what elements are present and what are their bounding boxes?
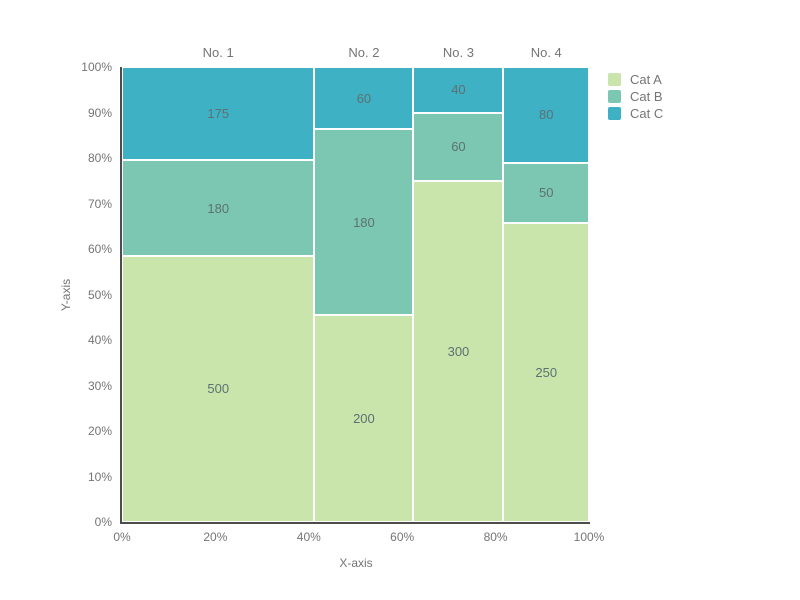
column-header: No. 1 [202, 45, 234, 60]
y-tick-label: 90% [87, 105, 112, 120]
mosaic-segment[interactable]: 60 [413, 112, 504, 181]
segment-value-label: 180 [207, 200, 230, 216]
mosaic-segment[interactable]: 80 [503, 67, 589, 163]
x-tick-label: 60% [390, 530, 415, 544]
segment-value-label: 175 [207, 106, 230, 122]
x-tick-label: 100% [573, 530, 605, 544]
y-tick-label: 60% [87, 242, 112, 256]
legend-swatch [608, 90, 621, 103]
y-tick-label: 70% [87, 196, 112, 211]
x-tick-label: 40% [296, 530, 321, 544]
legend-item-label: Cat C [630, 106, 664, 121]
mosaic-segment[interactable]: 40 [413, 67, 504, 113]
column-header: No. 3 [442, 45, 474, 60]
mosaic-column: 60 180 200 [314, 67, 414, 522]
segment-value-label: 40 [451, 82, 466, 98]
segment-value-label: 60 [451, 139, 466, 155]
mosaic-segment[interactable]: 300 [413, 180, 504, 522]
y-tick-label: 50% [87, 287, 112, 302]
segment-value-label: 80 [538, 107, 554, 123]
mosaic-segment[interactable]: 175 [122, 67, 315, 161]
y-tick-label: 80% [87, 151, 112, 165]
segment-value-label: 300 [447, 343, 470, 359]
legend-item-label: Cat B [630, 89, 663, 104]
y-tick-label: 10% [87, 469, 112, 484]
y-tick-label: 20% [87, 424, 112, 438]
segment-value-label: 60 [356, 90, 372, 106]
mosaic-segment[interactable]: 500 [122, 255, 315, 522]
segment-value-label: 180 [353, 214, 375, 230]
x-tick-label: 0% [113, 530, 131, 544]
column-header: No. 2 [348, 45, 380, 60]
mosaic-column: 175 180 500 [122, 67, 315, 522]
legend-item[interactable]: Cat C [608, 105, 663, 122]
x-tick-label: 20% [203, 530, 228, 544]
y-tick-label: 0% [94, 515, 112, 529]
mosaic-segment[interactable]: 180 [314, 129, 414, 316]
mosaic-segment[interactable]: 250 [503, 222, 589, 522]
y-tick-label: 30% [87, 378, 112, 393]
legend-item-label: Cat A [630, 72, 662, 87]
legend: Cat A Cat B Cat C [608, 71, 663, 122]
legend-item[interactable]: Cat B [608, 88, 663, 105]
x-axis-title: X-axis [339, 556, 373, 570]
x-axis-line [120, 522, 590, 524]
mosaic-segment[interactable]: 180 [122, 160, 315, 256]
column-header: No. 4 [530, 45, 562, 60]
segment-value-label: 200 [353, 411, 375, 427]
x-tick-label: 80% [483, 530, 508, 544]
segment-value-label: 500 [207, 381, 230, 397]
segment-value-label: 50 [538, 185, 554, 201]
mosaic-column: 40 60 300 [413, 67, 504, 522]
segment-value-label: 250 [535, 364, 558, 380]
legend-item[interactable]: Cat A [608, 71, 663, 88]
mosaic-segment[interactable]: 60 [314, 67, 414, 130]
y-tick-label: 40% [87, 333, 112, 347]
mosaic-column: 80 50 250 [503, 67, 589, 522]
legend-swatch [608, 107, 621, 120]
mosaic-segment[interactable]: 200 [314, 315, 414, 522]
y-tick-label: 100% [81, 60, 112, 74]
legend-swatch [608, 73, 621, 86]
mosaic-segment[interactable]: 50 [503, 162, 589, 223]
y-axis-line [120, 67, 122, 524]
plot-area: 175 180 500 60 180 200 40 60 300 80 50 250 [122, 67, 589, 522]
